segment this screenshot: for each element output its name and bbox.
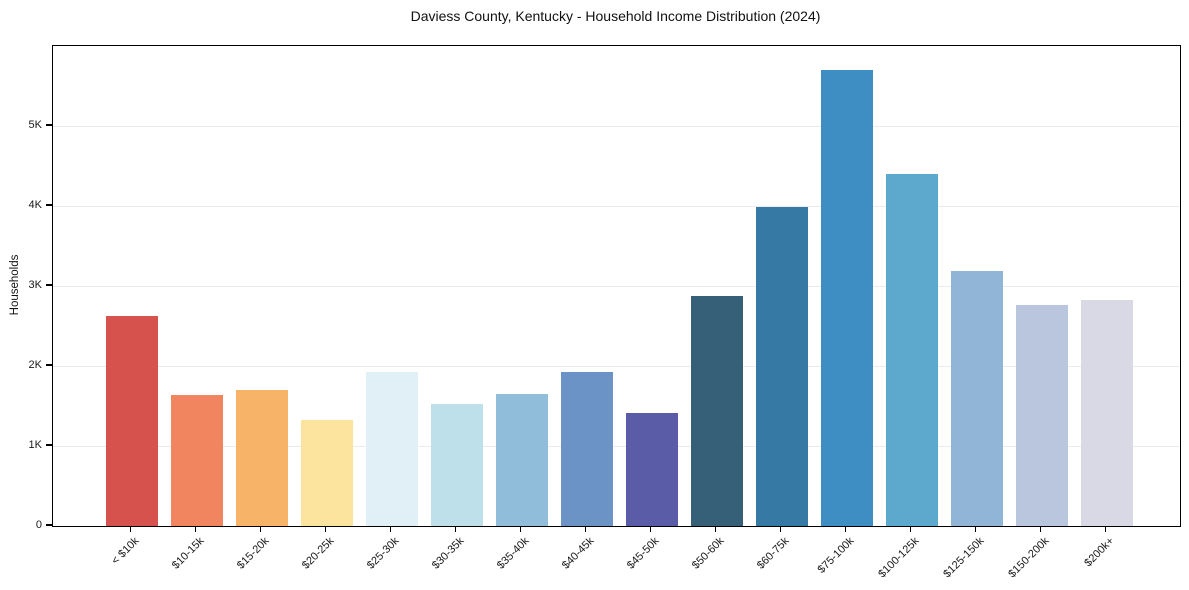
x-tick-mark-15 xyxy=(1039,526,1042,532)
y-tick-mark-3k xyxy=(46,284,52,286)
bar-150-200k xyxy=(1015,305,1068,526)
bar-35-40k xyxy=(495,394,548,526)
bar-20-25k xyxy=(300,419,353,526)
x-tick-mark-5 xyxy=(389,526,392,532)
bar-40-45k xyxy=(560,371,613,526)
gridline-4k xyxy=(53,206,1180,207)
x-tick-mark-6 xyxy=(454,526,457,532)
y-tick-mark-4k xyxy=(46,204,52,206)
x-tick-mark-9 xyxy=(649,526,652,532)
y-tick-label-0: 0 xyxy=(35,519,42,531)
x-tick-label-60-75k: $60-75k xyxy=(754,535,791,572)
bar-100-125k xyxy=(885,174,938,526)
x-tick-mark-2 xyxy=(194,526,197,532)
x-tick-mark-13 xyxy=(909,526,912,532)
x-tick-label-25-30k: $25-30k xyxy=(364,535,401,572)
x-tick-mark-3 xyxy=(259,526,262,532)
x-tick-label-20-25k: $20-25k xyxy=(299,535,336,572)
bar-125-150k xyxy=(950,270,1003,526)
x-tick-label-125-150k: $125-150k xyxy=(940,535,986,581)
y-tick-mark-0 xyxy=(46,524,52,526)
x-tick-label-150-200k: $150-200k xyxy=(1005,535,1051,581)
x-tick-mark-7 xyxy=(519,526,522,532)
y-tick-label-4k: 4K xyxy=(28,199,42,211)
x-tick-label-15-20k: $15-20k xyxy=(234,535,271,572)
x-tick-mark-4 xyxy=(324,526,327,532)
y-tick-label-5k: 5K xyxy=(28,119,42,131)
gridline-5k xyxy=(53,126,1180,127)
bar-30-35k xyxy=(430,403,483,526)
x-tick-label-45-50k: $45-50k xyxy=(624,535,661,572)
x-tick-mark-11 xyxy=(779,526,782,532)
x-tick-label-40-45k: $40-45k xyxy=(559,535,596,572)
gridline-1k xyxy=(53,446,1180,447)
x-tick-mark-14 xyxy=(974,526,977,532)
x-tick-label-10-15k: $10-15k xyxy=(169,535,206,572)
gridline-2k xyxy=(53,366,1180,367)
x-tick-mark-16 xyxy=(1104,526,1107,532)
x-tick-mark-10 xyxy=(714,526,717,532)
y-tick-mark-5k xyxy=(46,124,52,126)
x-tick-label-100-125k: $100-125k xyxy=(875,535,921,581)
bar-25-30k xyxy=(365,371,418,526)
plot-area xyxy=(52,45,1181,527)
bar-75-100k xyxy=(820,70,873,526)
gridline-3k xyxy=(53,286,1180,287)
y-tick-label-3k: 3K xyxy=(28,279,42,291)
x-tick-label-35-40k: $35-40k xyxy=(494,535,531,572)
bar-200k xyxy=(1080,299,1133,526)
y-tick-label-1k: 1K xyxy=(28,439,42,451)
x-tick-mark-12 xyxy=(844,526,847,532)
x-tick-label-50-60k: $50-60k xyxy=(689,535,726,572)
chart-title: Daviess County, Kentucky - Household Inc… xyxy=(410,8,821,24)
x-tick-label-75-100k: $75-100k xyxy=(815,535,856,576)
y-axis-label: Households xyxy=(9,254,21,316)
x-tick-label-200k: $200k+ xyxy=(1081,535,1116,570)
y-tick-mark-2k xyxy=(46,364,52,366)
bar-10-15k xyxy=(170,394,223,526)
y-tick-mark-1k xyxy=(46,444,52,446)
bar-10k xyxy=(105,315,158,526)
x-tick-label-10k: < $10k xyxy=(108,535,141,568)
x-tick-mark-8 xyxy=(584,526,587,532)
x-tick-label-30-35k: $30-35k xyxy=(429,535,466,572)
x-tick-mark-1 xyxy=(129,526,132,532)
bar-15-20k xyxy=(235,390,288,526)
bar-50-60k xyxy=(690,296,743,526)
y-tick-label-2k: 2K xyxy=(28,359,42,371)
bar-60-75k xyxy=(755,206,808,526)
bar-45-50k xyxy=(625,413,678,526)
